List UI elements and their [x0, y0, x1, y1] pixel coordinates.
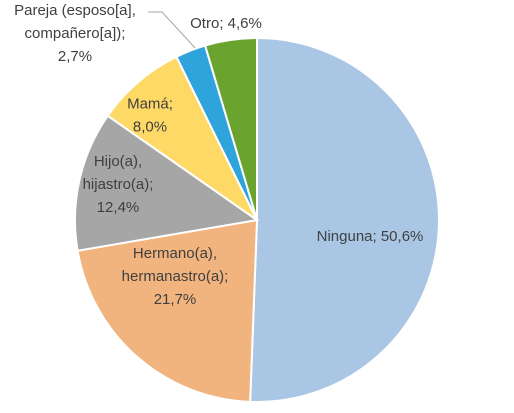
data-label: Hermano(a), hermanastro(a); 21,7% — [122, 245, 229, 308]
pie-slice — [74, 114, 260, 252]
data-label: Hijo(a), hijastro(a); 12,4% — [83, 153, 154, 216]
data-label: Mamá; 8,0% — [127, 96, 173, 136]
pie-slice — [106, 55, 258, 221]
data-label: Ninguna; 50,6% — [317, 228, 424, 245]
leader-line — [148, 11, 198, 51]
data-label: Otro; 4,6% — [190, 15, 262, 32]
data-label: Pareja (esposo[a], compañero[a]); 2,7% — [14, 2, 136, 65]
pie-slice — [76, 218, 259, 403]
pie-slice — [203, 36, 258, 221]
pie-slice — [249, 36, 440, 403]
